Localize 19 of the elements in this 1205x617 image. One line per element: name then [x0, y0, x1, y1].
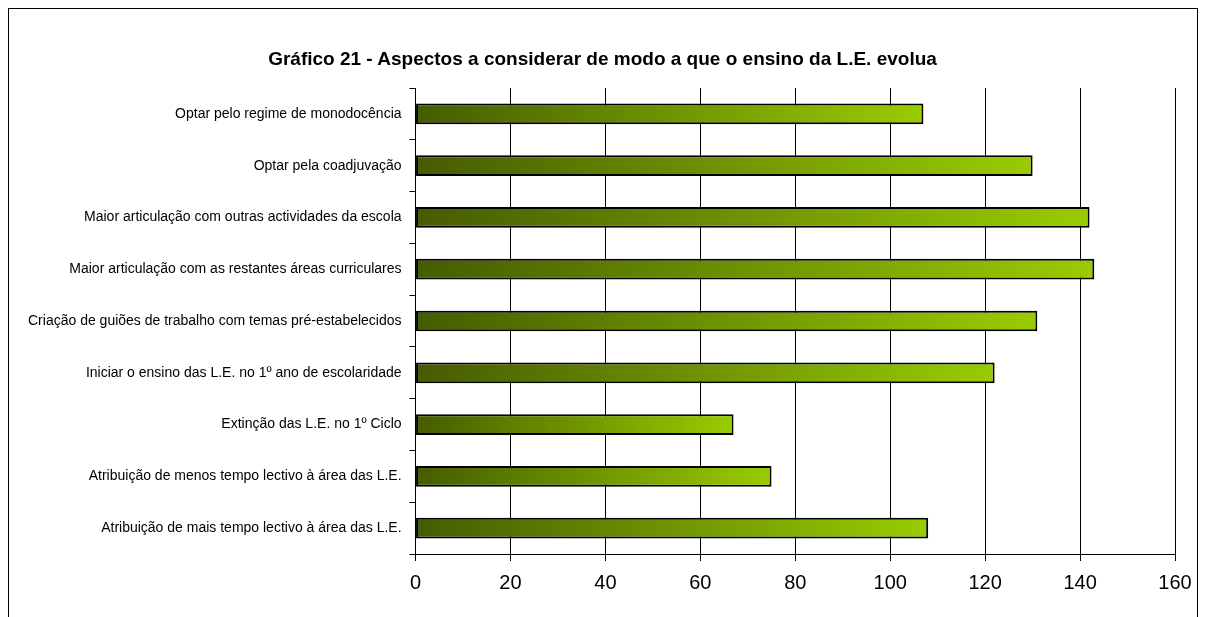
- x-tick-label: 0: [409, 570, 422, 593]
- x-tick-label: 40: [594, 570, 617, 593]
- y-tick-label: Atribuição de mais tempo lectivo à área das L.E.: [101, 518, 402, 535]
- y-tick-label: Iniciar o ensino das L.E. no 1º ano de escolaridade: [85, 363, 402, 380]
- y-tick-label: Atribuição de menos tempo lectivo à área das L.E.: [88, 467, 402, 484]
- y-tick-label: Extinção das L.E. no 1º Ciclo: [221, 415, 402, 432]
- y-tick-label: Maior articulação com outras actividades da escola: [84, 208, 402, 225]
- y-tick-label: Optar pela coadjuvação: [253, 156, 402, 173]
- x-tick-label: 80: [784, 570, 807, 593]
- y-tick-label: Criação de guiões de trabalho com temas pré-estabelecidos: [28, 311, 402, 328]
- x-tick-label: 60: [689, 570, 712, 593]
- y-tick-label: Optar pelo regime de monodocência: [175, 104, 402, 121]
- x-tick-label: 140: [1063, 570, 1097, 593]
- x-tick-label: 160: [1158, 570, 1192, 593]
- x-tick-label: 20: [499, 570, 522, 593]
- y-tick-label: Maior articulação com as restantes áreas curriculares: [69, 260, 402, 277]
- x-tick-label: 100: [873, 570, 907, 593]
- x-tick-label: 120: [968, 570, 1002, 593]
- chart-title: Gráfico 21 - Aspectos a considerar de modo a que o ensino da L.E. evolua: [267, 48, 938, 70]
